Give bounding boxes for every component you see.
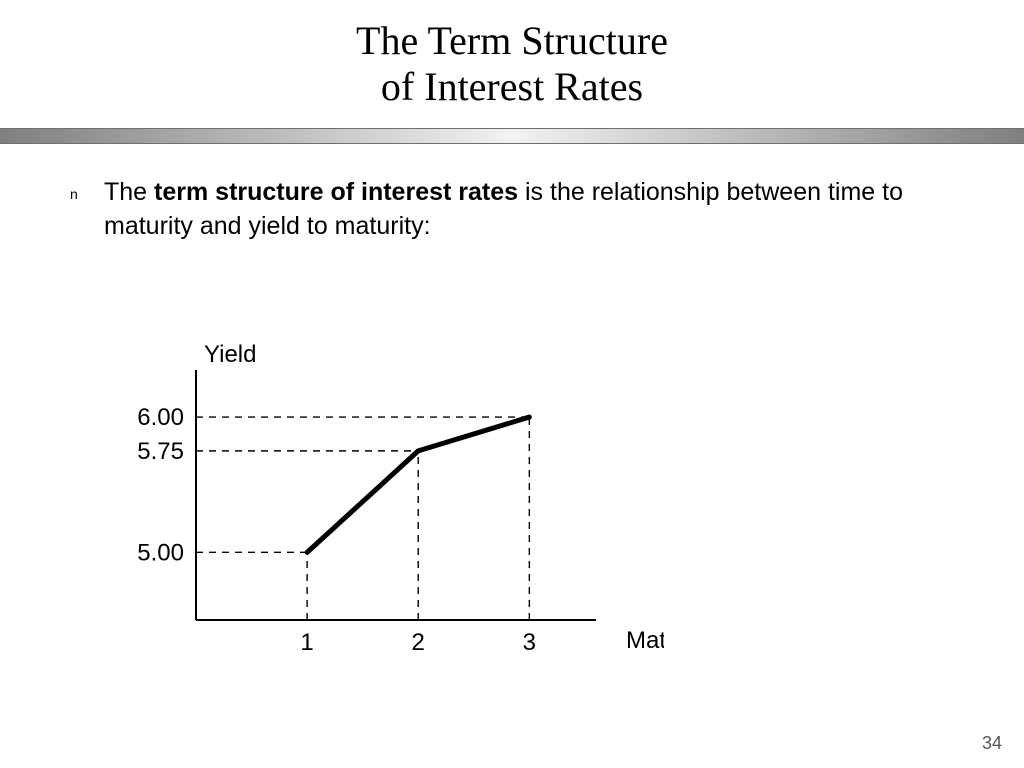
title-line-1: The Term Structure — [0, 18, 1024, 64]
y-tick-label: 6.00 — [137, 404, 184, 431]
title-line-2: of Interest Rates — [0, 64, 1024, 110]
slide-title: The Term Structure of Interest Rates — [0, 0, 1024, 110]
y-tick-label: 5.00 — [137, 539, 184, 566]
bullet-text-bold: term structure of interest rates — [154, 178, 518, 206]
yield-curve-svg: 5.00 5.75 6.00 1 2 3 Yield Maturity — [104, 340, 664, 680]
yield-curve-chart: 5.00 5.75 6.00 1 2 3 Yield Maturity — [104, 340, 664, 680]
x-tick-label: 2 — [412, 629, 425, 656]
x-tick-label: 1 — [300, 629, 313, 656]
page-number: 34 — [982, 733, 1002, 754]
title-divider — [0, 128, 1024, 144]
bullet-text-prefix: The — [104, 178, 154, 206]
bullet-item: n The term structure of interest rates i… — [70, 176, 954, 244]
y-tick-label: 5.75 — [137, 438, 184, 465]
x-axis-label: Maturity — [626, 627, 664, 654]
bullet-marker: n — [70, 176, 104, 202]
bullet-text: The term structure of interest rates is … — [104, 176, 954, 244]
x-tick-label: 3 — [523, 629, 536, 656]
y-axis-label: Yield — [204, 341, 256, 368]
